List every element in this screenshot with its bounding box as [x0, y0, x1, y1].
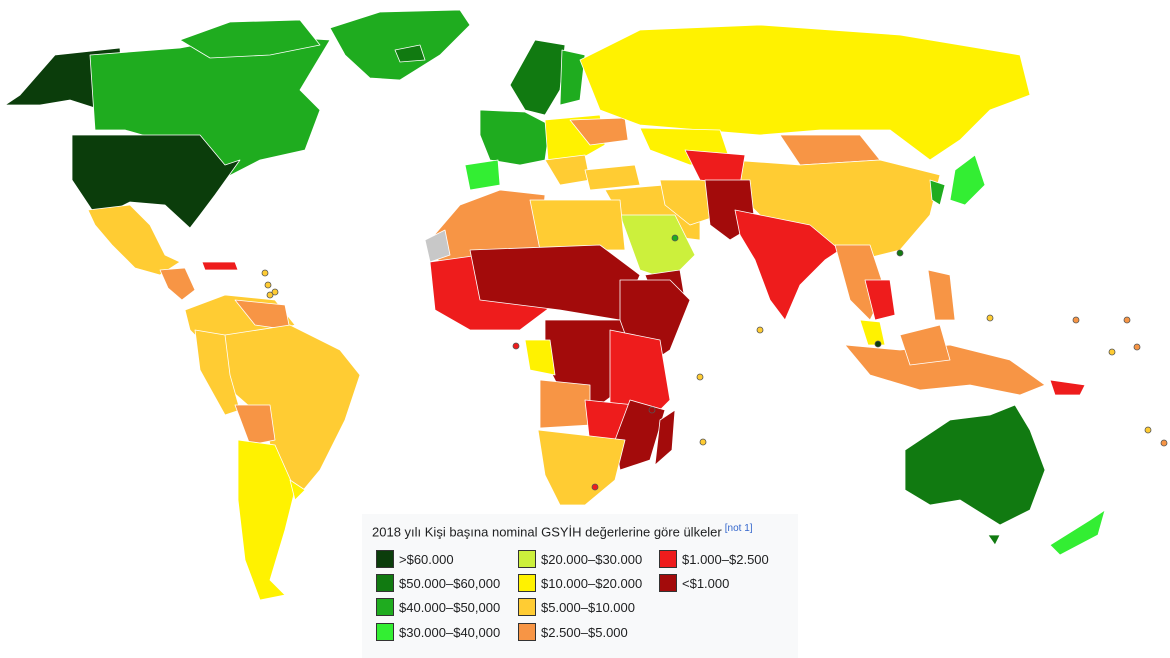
island-marker[interactable] — [1108, 348, 1116, 356]
island-marker[interactable] — [696, 373, 704, 381]
legend-item: $30.000–$40,000 — [376, 622, 500, 642]
legend-swatch — [518, 598, 536, 616]
region-chile-argentina[interactable] — [237, 439, 296, 601]
region-scandinavia[interactable] — [509, 39, 566, 116]
legend-swatch — [376, 550, 394, 568]
region-madagascar[interactable] — [654, 409, 676, 466]
island-marker[interactable] — [1072, 316, 1080, 324]
region-western-europe[interactable] — [479, 109, 551, 166]
region-india[interactable] — [734, 209, 841, 321]
island-marker[interactable] — [1144, 426, 1152, 434]
region-southern-africa[interactable] — [537, 429, 626, 506]
legend-note-link[interactable]: [not 1] — [724, 523, 753, 534]
region-japan[interactable] — [949, 154, 986, 206]
map-legend: 2018 yılı Kişi başına nominal GSYİH değe… — [362, 514, 798, 658]
region-uruguay[interactable] — [289, 479, 306, 501]
legend-swatch — [376, 623, 394, 641]
legend-item: $20.000–$30.000 — [518, 549, 642, 569]
legend-label: <$1.000 — [682, 575, 730, 591]
island-marker[interactable] — [1123, 316, 1131, 324]
island-marker[interactable] — [648, 406, 656, 414]
region-korea[interactable] — [929, 179, 946, 206]
region-mongolia[interactable] — [779, 134, 881, 166]
legend-swatch — [659, 550, 677, 568]
legend-title-text: 2018 yılı Kişi başına nominal GSYİH değe… — [372, 524, 722, 540]
legend-label: $1.000–$2.500 — [682, 551, 769, 567]
legend-item: <$1.000 — [659, 573, 729, 593]
region-mexico[interactable] — [87, 204, 181, 276]
region-russia[interactable] — [579, 24, 1031, 161]
region-mozambique[interactable] — [614, 399, 666, 471]
region-caribbean[interactable] — [201, 261, 239, 271]
legend-label: $20.000–$30.000 — [541, 551, 643, 567]
region-malaysia[interactable] — [859, 319, 886, 346]
legend-item: $50.000–$60,000 — [376, 573, 500, 593]
region-iberia[interactable] — [464, 159, 501, 191]
region-philippines[interactable] — [927, 269, 956, 321]
island-marker[interactable] — [1160, 439, 1168, 447]
island-marker[interactable] — [271, 288, 279, 296]
region-finland[interactable] — [559, 49, 586, 106]
legend-label: $2.500–$5.000 — [541, 624, 628, 640]
region-borneo[interactable] — [899, 324, 951, 366]
legend-item: $2.500–$5.000 — [518, 622, 628, 642]
legend-item: $10.000–$20.000 — [518, 573, 642, 593]
region-papua[interactable] — [1049, 379, 1086, 396]
region-saudi-arabia[interactable] — [619, 214, 696, 281]
legend-swatch — [518, 550, 536, 568]
legend-label: $50.000–$60,000 — [399, 575, 501, 591]
legend-label: $40.000–$50,000 — [399, 599, 501, 615]
island-marker[interactable] — [986, 314, 994, 322]
legend-label: $30.000–$40,000 — [399, 624, 501, 640]
region-australia[interactable] — [904, 404, 1046, 526]
region-central-america[interactable] — [159, 267, 196, 301]
legend-swatch — [518, 623, 536, 641]
region-ukraine[interactable] — [569, 117, 629, 146]
legend-swatch — [376, 598, 394, 616]
legend-swatch — [376, 574, 394, 592]
legend-item: >$60.000 — [376, 549, 454, 569]
island-marker[interactable] — [261, 269, 269, 277]
region-new-zealand[interactable] — [1049, 509, 1106, 556]
region-canada-arctic[interactable] — [179, 19, 321, 59]
region-balkans[interactable] — [544, 154, 591, 186]
region-angola[interactable] — [539, 379, 591, 429]
legend-item: $1.000–$2.500 — [659, 549, 769, 569]
island-marker[interactable] — [591, 483, 599, 491]
region-turkey[interactable] — [584, 164, 641, 191]
island-marker[interactable] — [1133, 343, 1141, 351]
legend-item: $40.000–$50,000 — [376, 597, 500, 617]
island-marker[interactable] — [266, 291, 274, 299]
region-iceland[interactable] — [394, 44, 426, 63]
island-marker[interactable] — [699, 438, 707, 446]
region-greenland[interactable] — [329, 9, 471, 81]
region-gabon-congo[interactable] — [524, 339, 556, 376]
region-western-sahara[interactable] — [424, 229, 451, 263]
region-bolivia[interactable] — [234, 404, 276, 446]
island-marker[interactable] — [896, 249, 904, 257]
region-libya-egypt[interactable] — [529, 199, 626, 251]
island-marker[interactable] — [671, 234, 679, 242]
legend-swatch — [659, 574, 677, 592]
region-tasmania[interactable] — [987, 534, 1001, 546]
region-indochina[interactable] — [864, 279, 896, 321]
island-marker[interactable] — [874, 340, 882, 348]
legend-swatch — [518, 574, 536, 592]
legend-label: >$60.000 — [399, 551, 454, 567]
legend-label: $5.000–$10.000 — [541, 599, 635, 615]
island-marker[interactable] — [512, 342, 520, 350]
legend-label: $10.000–$20.000 — [541, 575, 643, 591]
legend-item: $5.000–$10.000 — [518, 597, 635, 617]
island-marker[interactable] — [756, 326, 764, 334]
island-marker[interactable] — [264, 281, 272, 289]
legend-title: 2018 yılı Kişi başına nominal GSYİH değe… — [372, 523, 753, 539]
